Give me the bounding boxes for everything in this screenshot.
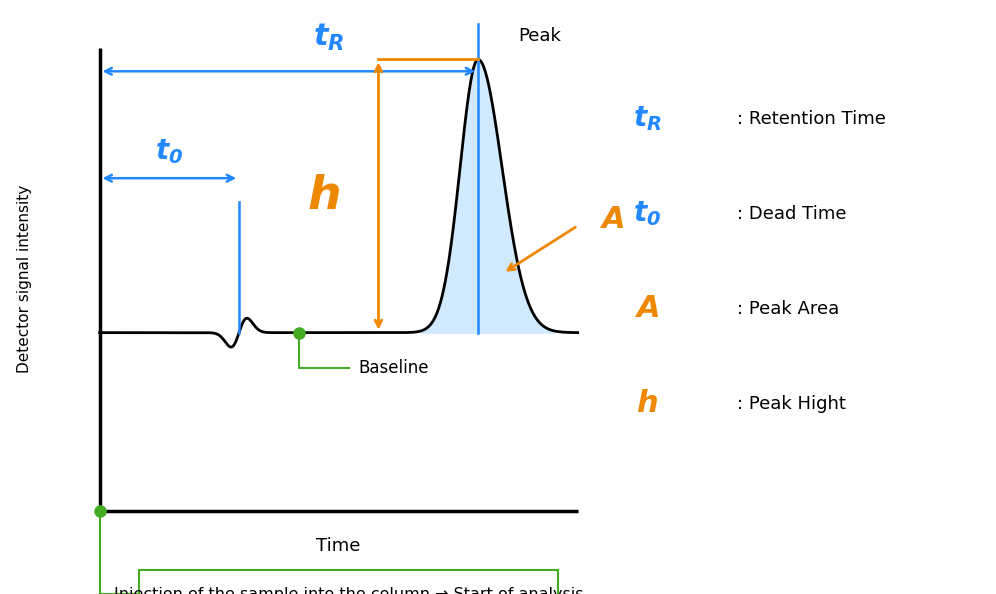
Text: : Dead Time: : Dead Time bbox=[737, 205, 847, 223]
Text: Injection of the sample into the column → Start of analysis: Injection of the sample into the column … bbox=[114, 586, 584, 594]
Text: Peak: Peak bbox=[518, 27, 561, 45]
Text: Time: Time bbox=[317, 538, 361, 555]
Text: Detector signal intensity: Detector signal intensity bbox=[17, 185, 33, 373]
Text: $\bfit{A}$: $\bfit{A}$ bbox=[600, 206, 624, 234]
Bar bbox=[139, 570, 558, 594]
Text: $\bfit{t}_{\bfit{R}}$: $\bfit{t}_{\bfit{R}}$ bbox=[313, 23, 345, 53]
Text: : Peak Hight: : Peak Hight bbox=[737, 395, 846, 413]
Text: Baseline: Baseline bbox=[359, 359, 429, 377]
Text: : Retention Time: : Retention Time bbox=[737, 110, 885, 128]
Text: $\bfit{h}$: $\bfit{h}$ bbox=[636, 390, 658, 418]
Text: $\bfit{t}_{\bfit{R}}$: $\bfit{t}_{\bfit{R}}$ bbox=[632, 105, 662, 133]
Text: $\bfit{t}_{\bfit{0}}$: $\bfit{t}_{\bfit{0}}$ bbox=[155, 138, 183, 166]
Text: $\bfit{h}$: $\bfit{h}$ bbox=[307, 173, 341, 219]
Text: $\bfit{t}_{\bfit{0}}$: $\bfit{t}_{\bfit{0}}$ bbox=[633, 200, 661, 228]
Text: $\bfit{A}$: $\bfit{A}$ bbox=[634, 295, 660, 323]
Text: : Peak Area: : Peak Area bbox=[737, 300, 840, 318]
